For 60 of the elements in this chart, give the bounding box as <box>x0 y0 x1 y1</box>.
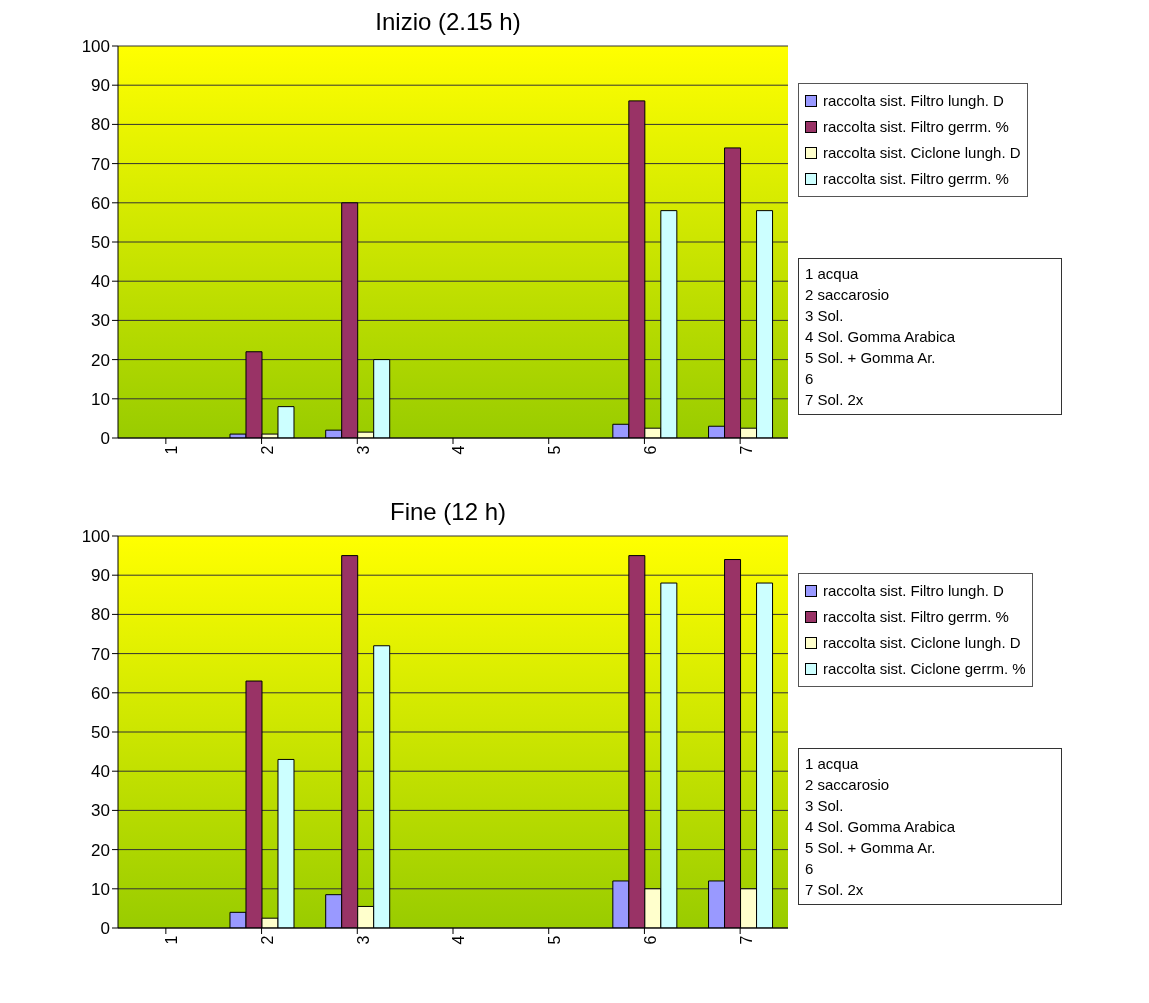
text: 1 acqua <box>805 264 860 284</box>
text: 6 <box>805 859 815 879</box>
legend-label: raccolta sist. Filtro lungh. D <box>823 581 1004 601</box>
x-tick-label: 5 <box>546 445 564 455</box>
text: 4 Sol. Gomma Arabica <box>805 817 957 837</box>
x-tick-label: 7 <box>737 935 755 945</box>
x-tick-label: 5 <box>546 935 564 945</box>
y-tick-label: 70 <box>91 644 110 664</box>
y-tick-label: 100 <box>81 37 110 57</box>
x-tick-label: 6 <box>641 935 659 945</box>
text: 7 Sol. 2x <box>805 880 865 900</box>
text: 7 Sol. 2x <box>805 390 865 410</box>
legend-label: raccolta sist. Ciclone lungh. D <box>823 143 1021 163</box>
y-tick-label: 90 <box>91 76 110 96</box>
y-tick-label: 70 <box>91 154 110 174</box>
legend-label: raccolta sist. Ciclone lungh. D <box>823 633 1021 653</box>
x-tick-label: 3 <box>354 935 372 945</box>
chart-title: Fine (12 h) <box>388 498 508 526</box>
y-tick-label: 80 <box>91 115 110 135</box>
text: 5 Sol. + Gomma Ar. <box>805 348 937 368</box>
y-tick-label: 0 <box>100 429 110 449</box>
y-tick-label: 10 <box>91 879 110 899</box>
legend-label: raccolta sist. Ciclone gerrm. % <box>823 659 1026 679</box>
x-tick-label: 4 <box>450 935 468 945</box>
y-tick-label: 40 <box>91 762 110 782</box>
y-tick-label: 60 <box>91 683 110 703</box>
y-tick-label: 100 <box>81 527 110 547</box>
legend-label: raccolta sist. Filtro lungh. D <box>823 91 1004 111</box>
text: 5 Sol. + Gomma Ar. <box>805 838 937 858</box>
y-tick-label: 80 <box>91 605 110 625</box>
y-tick-label: 30 <box>91 311 110 331</box>
y-tick-label: 90 <box>91 566 110 586</box>
text: 2 saccarosio <box>805 775 891 795</box>
y-tick-label: 60 <box>91 193 110 213</box>
y-tick-label: 10 <box>91 389 110 409</box>
chart-title: Inizio (2.15 h) <box>374 8 522 36</box>
y-tick-label: 40 <box>91 272 110 292</box>
text: 2 saccarosio <box>805 285 891 305</box>
y-tick-label: 20 <box>91 350 110 370</box>
x-tick-label: 1 <box>163 935 181 945</box>
text: 3 Sol. <box>805 306 845 326</box>
x-tick-label: 2 <box>258 445 276 455</box>
y-tick-label: 50 <box>91 233 110 253</box>
text: 3 Sol. <box>805 796 845 816</box>
text: 6 <box>805 369 815 389</box>
x-tick-label: 1 <box>163 445 181 455</box>
text: 1 acqua <box>805 754 860 774</box>
y-tick-label: 50 <box>91 723 110 743</box>
y-tick-label: 0 <box>100 919 110 939</box>
y-tick-label: 20 <box>91 840 110 860</box>
x-tick-label: 4 <box>450 445 468 455</box>
legend-label: raccolta sist. Filtro gerrm. % <box>823 169 1009 189</box>
legend-label: raccolta sist. Filtro gerrm. % <box>823 607 1009 627</box>
legend-label: raccolta sist. Filtro gerrm. % <box>823 117 1009 137</box>
x-tick-label: 2 <box>258 935 276 945</box>
x-tick-label: 3 <box>354 445 372 455</box>
x-tick-label: 7 <box>737 445 755 455</box>
y-tick-label: 30 <box>91 801 110 821</box>
x-tick-label: 6 <box>641 445 659 455</box>
text: 4 Sol. Gomma Arabica <box>805 327 957 347</box>
